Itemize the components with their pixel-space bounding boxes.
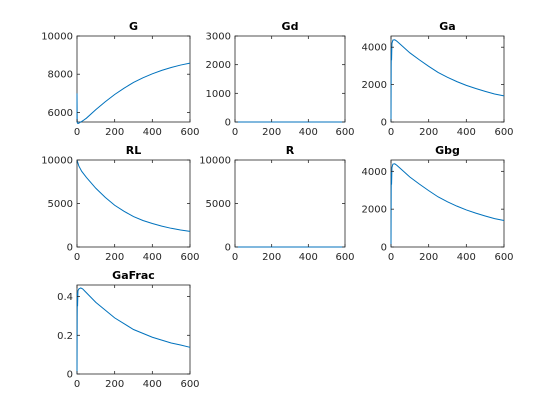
x-tick-label: 400 (143, 252, 162, 263)
subplot-title: GaFrac (112, 269, 155, 282)
y-tick-label: 0 (67, 370, 73, 381)
subplot-title: Gbg (435, 144, 460, 157)
x-tick-label: 200 (419, 252, 438, 263)
x-tick-label: 400 (457, 127, 476, 138)
subplot-g: 0 200 400 600 6000 8000 10000 G (41, 20, 199, 138)
y-tick-label: 4000 (362, 167, 387, 178)
y-tick-label: 6000 (48, 108, 73, 119)
x-tick-label: 400 (299, 252, 318, 263)
x-tick-label: 0 (388, 127, 394, 138)
subplot-ga: 0 200 400 600 0 2000 4000 Ga (362, 20, 514, 138)
subplot-title: R (286, 144, 295, 157)
series-line (390, 163, 505, 248)
y-tick-label: 2000 (362, 80, 387, 91)
y-tick-label: 4000 (362, 43, 387, 54)
x-tick-label: 0 (232, 127, 238, 138)
y-tick-label: 0 (225, 243, 231, 254)
x-tick-label: 600 (335, 252, 354, 263)
x-tick-label: 200 (105, 379, 124, 390)
subplot-title: Ga (439, 20, 455, 33)
y-tick-label: 0 (225, 118, 231, 129)
y-tick-label: 0 (67, 243, 73, 254)
subplot-gbg: 0 200 400 600 0 2000 4000 Gbg (362, 144, 514, 263)
y-tick-label: 5000 (48, 199, 73, 210)
x-tick-label: 200 (419, 127, 438, 138)
subplot-rl: 0 200 400 600 0 5000 10000 RL (41, 144, 199, 263)
subplot-gafrac: 0 200 400 600 0 0.2 0.4 GaFrac (57, 269, 199, 390)
y-tick-label: 2000 (206, 60, 231, 71)
y-tick-label: 5000 (206, 199, 231, 210)
x-tick-label: 600 (335, 127, 354, 138)
x-tick-label: 400 (143, 379, 162, 390)
x-tick-label: 0 (74, 379, 80, 390)
subplot-title: RL (126, 144, 141, 157)
x-tick-label: 200 (105, 127, 124, 138)
x-tick-label: 600 (180, 252, 199, 263)
series-line (76, 287, 191, 375)
x-tick-label: 0 (74, 252, 80, 263)
y-tick-label: 3000 (206, 32, 231, 43)
x-tick-label: 600 (180, 127, 199, 138)
x-tick-label: 200 (105, 252, 124, 263)
series-line (390, 39, 505, 123)
y-tick-label: 0 (381, 118, 387, 129)
subplot-title: G (129, 20, 138, 33)
y-tick-label: 10000 (41, 32, 73, 43)
subplot-r: 0 200 400 600 0 5000 10000 R (199, 144, 354, 263)
x-tick-label: 0 (232, 252, 238, 263)
x-tick-label: 400 (143, 127, 162, 138)
y-tick-label: 0.2 (57, 331, 73, 342)
y-tick-label: 8000 (48, 70, 73, 81)
axes-box (76, 35, 191, 123)
x-tick-label: 400 (457, 252, 476, 263)
y-tick-label: 10000 (199, 156, 231, 167)
x-tick-label: 200 (262, 252, 281, 263)
x-tick-label: 0 (388, 252, 394, 263)
subplot-title: Gd (282, 20, 299, 33)
y-tick-label: 0 (381, 243, 387, 254)
series-line (76, 62, 191, 125)
x-tick-label: 600 (494, 252, 513, 263)
x-tick-label: 600 (180, 379, 199, 390)
subplot-gd: 0 200 400 600 0 1000 2000 3000 Gd (206, 20, 355, 138)
series-line (76, 159, 191, 232)
x-tick-label: 0 (74, 127, 80, 138)
x-tick-label: 400 (299, 127, 318, 138)
y-tick-label: 2000 (362, 205, 387, 216)
y-tick-label: 1000 (206, 89, 231, 100)
y-tick-label: 0.4 (57, 292, 73, 303)
y-tick-label: 10000 (41, 156, 73, 167)
x-tick-label: 600 (494, 127, 513, 138)
x-tick-label: 200 (262, 127, 281, 138)
